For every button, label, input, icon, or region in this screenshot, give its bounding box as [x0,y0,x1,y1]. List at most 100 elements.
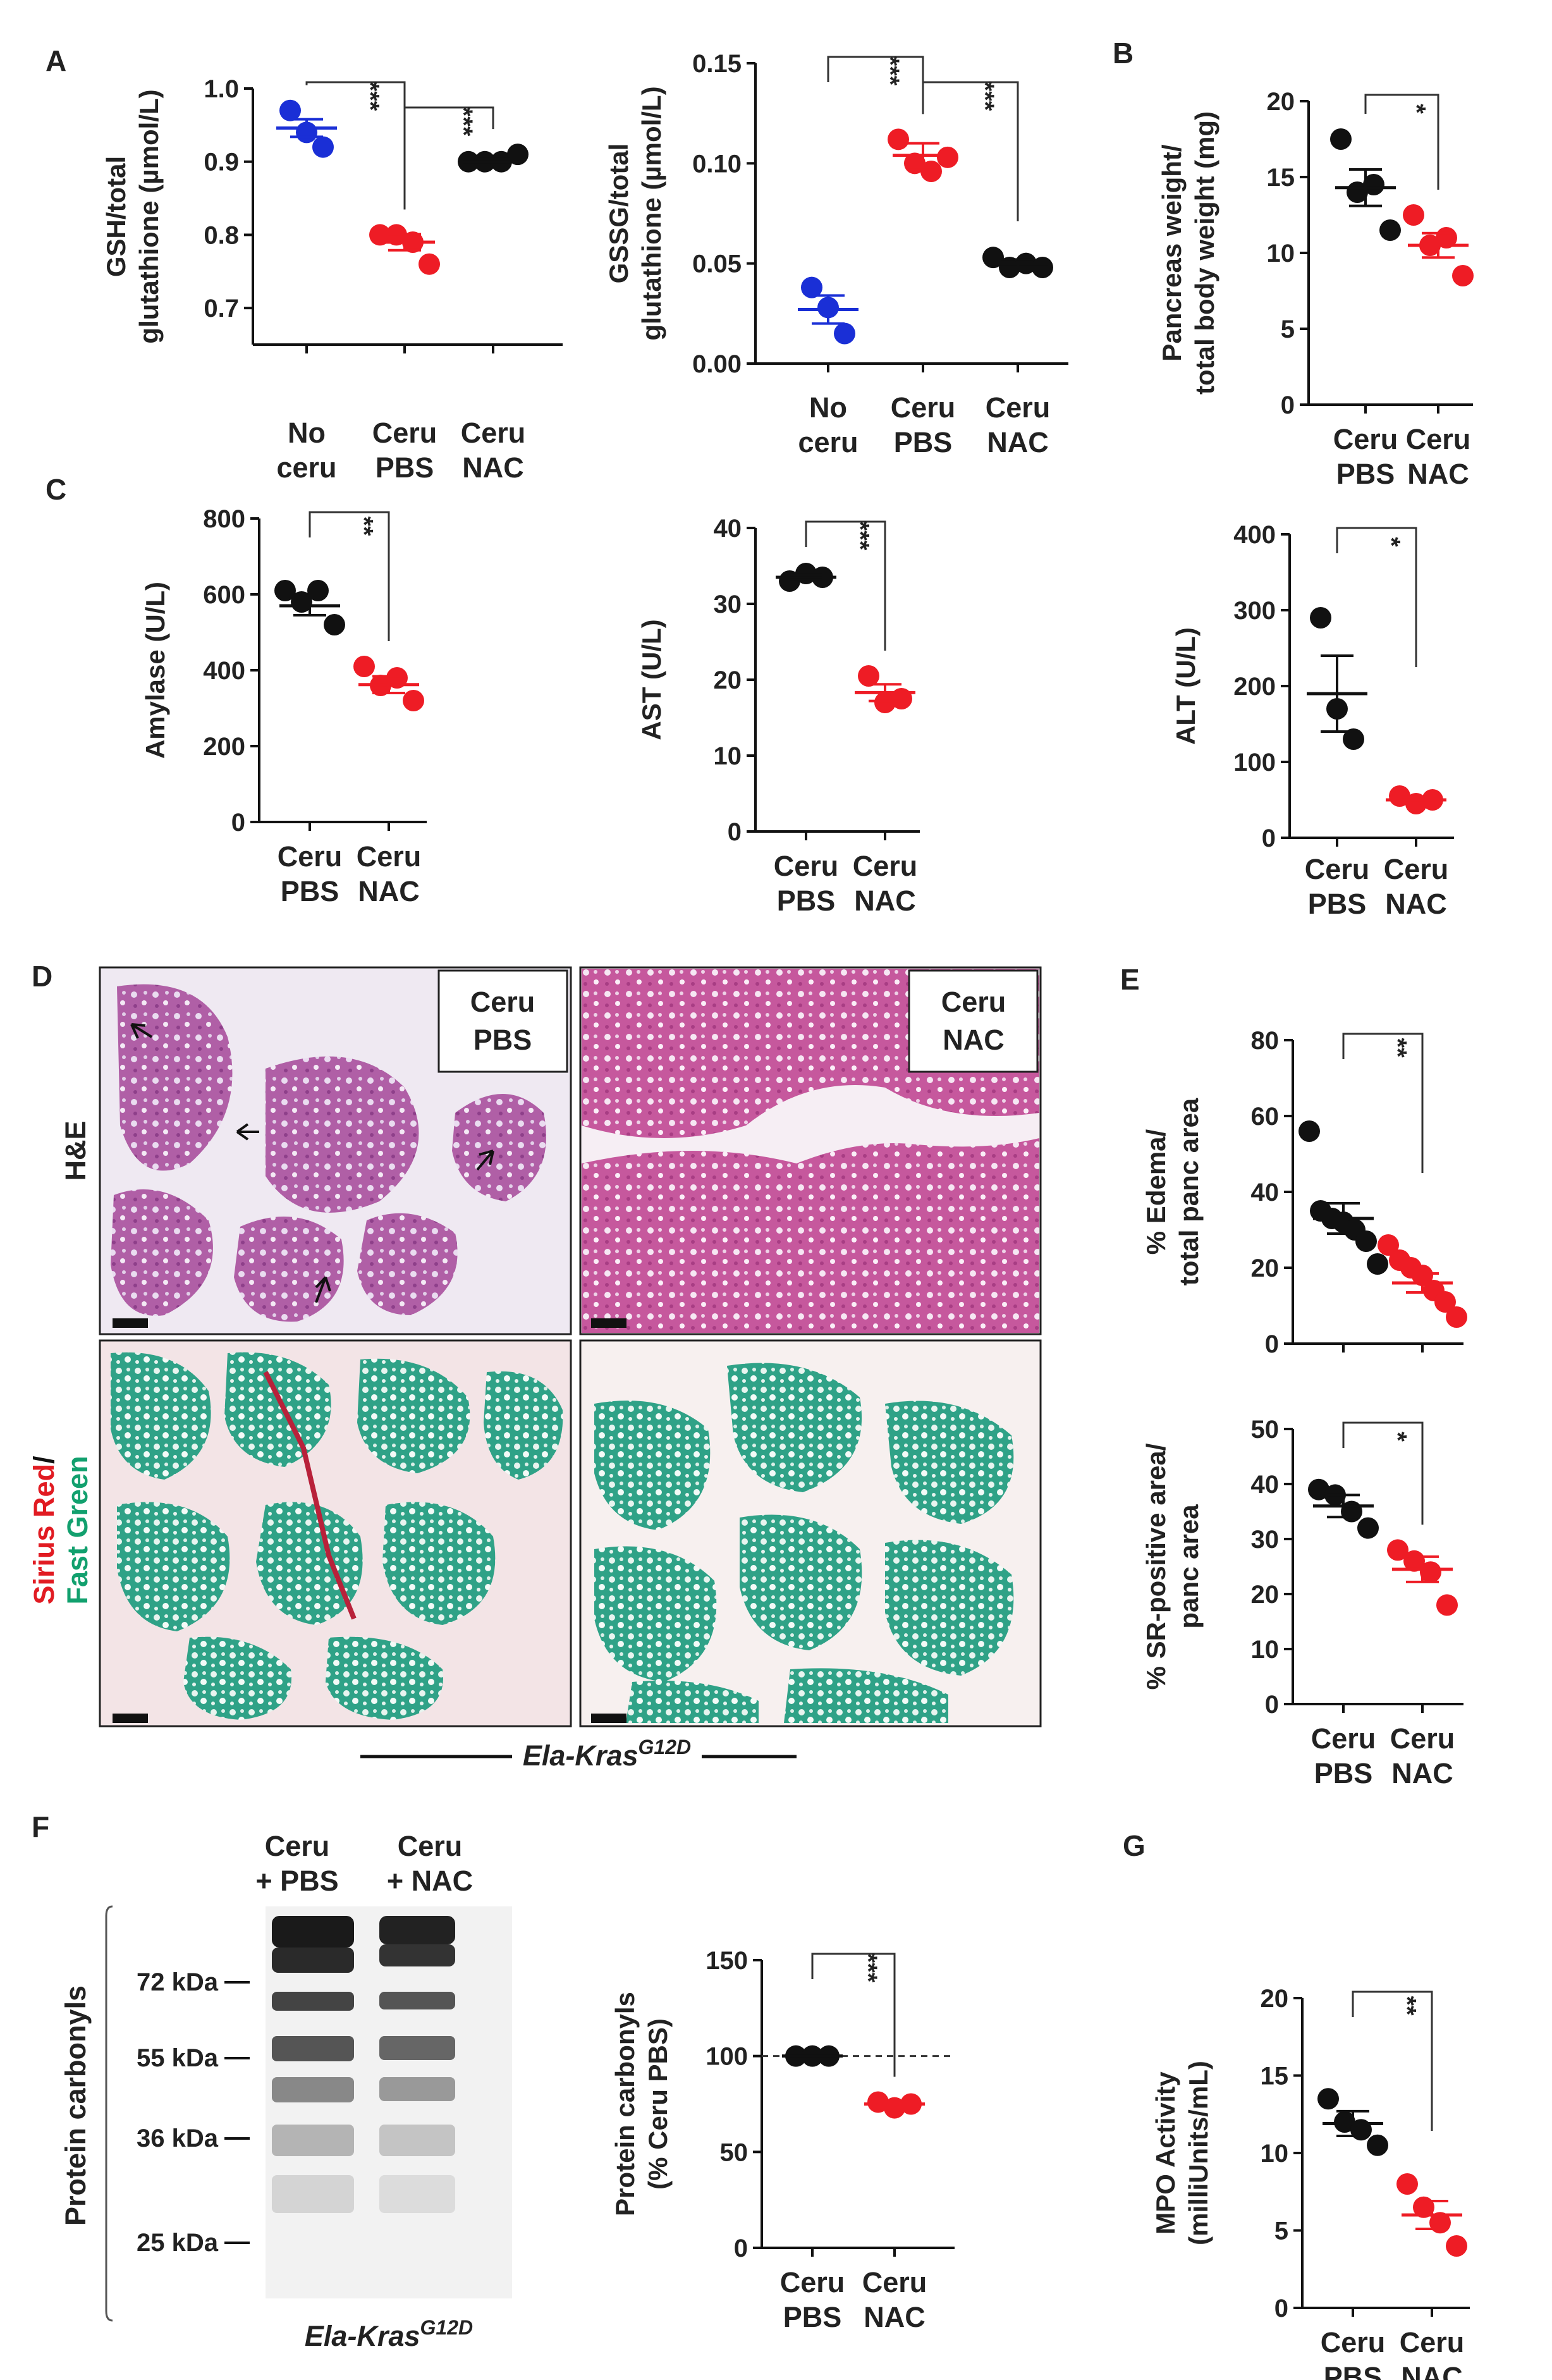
data-point [353,656,375,677]
data-point [312,136,334,158]
data-point [1420,1561,1441,1583]
y-tick-label: 0.15 [692,50,742,78]
y-axis-label: panc area [1174,1504,1204,1629]
category-label: ceru [798,426,858,458]
significance-stars: ** [350,516,378,536]
chart-edema: 0 20 40 60 80 % Edema/total panc area ** [1141,1027,1467,1358]
y-tick-label: 200 [1233,673,1276,701]
y-axis-label: total panc area [1174,1098,1204,1285]
arrow-marker-1 [130,1023,153,1039]
significance-stars: ** [1393,1996,1421,2016]
y-axis-label: Pancreas weight/ [1157,144,1187,361]
lane-label-2-line1: Ceru [398,1830,463,1862]
blot-genotype-label: Ela-KrasG12D [305,2316,473,2352]
data-point [858,665,879,687]
category-label: No [288,417,326,449]
y-tick-label: 0 [734,2235,748,2262]
category-label: PBS [1314,1757,1373,1789]
category-label: Ceru [461,417,526,449]
panel-label-f: F [32,1810,49,1843]
row-label-he: H&E [59,1120,92,1181]
y-tick-label: 0 [231,809,245,837]
y-axis-label: glutathione (µmol/L) [637,86,666,340]
category-label: Ceru [1321,2326,1386,2359]
data-point [1446,2235,1467,2257]
y-tick-label: 30 [714,591,742,618]
data-point [1387,1539,1408,1561]
lane-label-1-line2: + PBS [255,1865,338,1897]
data-point [1367,1253,1388,1275]
y-tick-label: 0 [1265,1330,1279,1358]
data-point [920,161,942,182]
category-label: NAC [1407,458,1469,490]
data-point [324,614,345,635]
marker-36kda: 36 kDa [137,2125,219,2152]
category-label: PBS [1308,888,1367,920]
histology-panel: Ceru PBS Ceru NAC [28,966,1042,1772]
data-point [888,128,909,150]
tag-ceru-pbs-line2: PBS [474,1024,532,1056]
y-tick-label: 200 [203,733,245,761]
category-label: Ceru [278,840,343,873]
significance-stars: * [1403,104,1431,114]
western-blot: Ceru + PBS Ceru + NAC Protein carbonyls … [59,1830,512,2352]
data-point [937,146,958,168]
y-tick-label: 20 [1251,1254,1280,1282]
data-point [419,253,440,275]
y-tick-label: 20 [714,666,742,694]
scale-bar [591,1714,626,1723]
y-axis-label: ALT (U/L) [1171,627,1201,745]
data-point [1367,2134,1388,2156]
y-tick-label: 0 [728,818,742,846]
y-tick-label: 300 [1233,597,1276,625]
significance-bracket [309,511,390,641]
data-point [834,322,855,345]
category-label: PBS [777,885,836,917]
y-tick-label: 40 [714,515,742,543]
scale-bar [113,1318,148,1328]
marker-25kda: 25 kDa [137,2229,219,2257]
y-tick-label: 80 [1251,1027,1280,1055]
category-label: Ceru [1333,423,1398,455]
y-tick-label: 10 [714,742,742,770]
y-tick-label: 100 [1233,749,1276,776]
category-label: Ceru [774,850,839,882]
y-axis-label: % Edema/ [1141,1129,1171,1254]
sr-ceru-nac-image [579,1339,1042,1727]
genotype-base: Ela-Kras [523,1739,639,1772]
category-label: Ceru [1384,853,1449,885]
arrow-marker-2 [236,1123,259,1141]
y-tick-label: 15 [1267,164,1295,192]
significance-stars: * [1384,1432,1412,1442]
category-label: Ceru [372,417,437,449]
panel-label-e: E [1120,963,1140,996]
marker-55kda: 55 kDa [137,2044,219,2072]
data-point [1330,128,1352,150]
row-label-fast-green: Fast Green [61,1456,94,1604]
category-label: NAC [462,451,524,484]
y-tick-label: 100 [706,2043,748,2071]
y-tick-label: 1.0 [204,75,239,103]
y-tick-label: 0.10 [692,150,742,178]
category-label: PBS [783,2301,842,2333]
y-axis-label: % SR-positive area/ [1141,1443,1171,1690]
category-label: Ceru [1305,853,1370,885]
data-point [1363,174,1384,195]
he-ceru-pbs-image: Ceru PBS [99,966,572,1335]
y-axis-label: glutathione (µmol/L) [134,89,164,343]
data-point [1403,204,1424,226]
data-point [1343,728,1364,750]
significance-bracket [805,520,886,651]
data-point [1308,1478,1329,1500]
panel-label-b: B [1113,37,1133,70]
category-label: PBS [894,426,953,458]
panel-label-a: A [46,44,66,77]
y-tick-label: 0.7 [204,295,239,322]
y-tick-label: 50 [720,2138,749,2166]
blot-ylabel: Protein carbonyls [59,1985,92,2226]
y-tick-label: 0.05 [692,250,742,278]
category-label: PBS [281,875,339,907]
y-tick-label: 20 [1251,1581,1280,1609]
y-tick-label: 20 [1267,88,1295,116]
